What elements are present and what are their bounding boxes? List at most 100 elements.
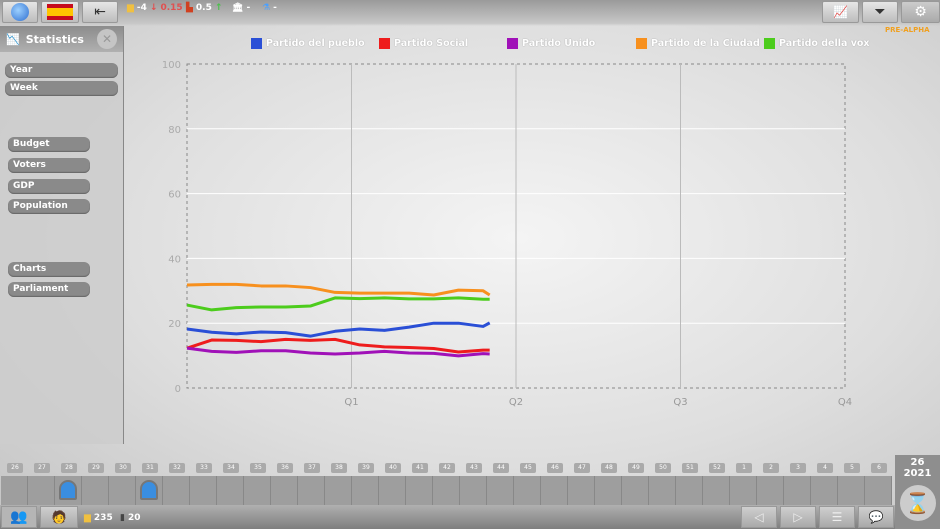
- exit-button[interactable]: ⇤: [82, 1, 118, 23]
- y-tick-label: 60: [168, 190, 181, 201]
- funnel-icon: ⏷: [874, 4, 886, 20]
- week-slot[interactable]: [865, 476, 892, 505]
- current-week: 26: [910, 457, 925, 468]
- arrow-down-icon: ↓: [149, 3, 158, 13]
- legend-item[interactable]: Partido Social: [379, 38, 468, 49]
- statistics-panel: 📉 Statistics ✕ Year Week Budget Voters GDP…: [0, 26, 124, 444]
- week-slot[interactable]: [595, 476, 622, 505]
- legend-item[interactable]: Partido de la Ciudad: [636, 38, 760, 49]
- charts-view-button[interactable]: Charts: [8, 262, 90, 277]
- week-slot[interactable]: [82, 476, 109, 505]
- week-slot[interactable]: [433, 476, 460, 505]
- charts-button[interactable]: 📈: [822, 1, 859, 23]
- y-tick-label: 40: [168, 254, 181, 265]
- industry-resource: ▙ 0.5 ↑: [186, 3, 222, 13]
- legend-swatch: [379, 38, 390, 49]
- factory-icon: ▙: [186, 3, 193, 13]
- week-label: 47: [574, 463, 590, 473]
- population-button[interactable]: Population: [8, 199, 90, 214]
- week-label: 38: [331, 463, 347, 473]
- week-label: 36: [277, 463, 293, 473]
- week-slot[interactable]: [28, 476, 55, 505]
- gdp-button[interactable]: GDP: [8, 179, 90, 194]
- panel-title: Statistics: [25, 32, 84, 46]
- money-count: ▆ 235: [84, 513, 113, 523]
- week-slot[interactable]: [541, 476, 568, 505]
- globe-button[interactable]: [2, 1, 38, 23]
- week-slot[interactable]: [55, 476, 82, 505]
- week-slot[interactable]: [568, 476, 595, 505]
- week-slot[interactable]: [325, 476, 352, 505]
- week-button[interactable]: Week: [5, 81, 118, 96]
- globe-icon: [11, 3, 29, 21]
- week-slot[interactable]: [352, 476, 379, 505]
- budget-button[interactable]: Budget: [8, 137, 90, 152]
- week-label: 26: [7, 463, 23, 473]
- week-label: 28: [61, 463, 77, 473]
- week-slot[interactable]: [190, 476, 217, 505]
- week-label: 45: [520, 463, 536, 473]
- chevron-left-icon: ◁: [754, 510, 764, 524]
- hourglass-button[interactable]: ⌛: [899, 485, 936, 521]
- party-button[interactable]: 👥: [1, 506, 37, 528]
- list-button[interactable]: ☰: [819, 506, 855, 528]
- week-slot[interactable]: [757, 476, 784, 505]
- week-slot[interactable]: [109, 476, 136, 505]
- next-button[interactable]: ▷: [780, 506, 816, 528]
- voters-button[interactable]: Voters: [8, 158, 90, 173]
- week-slot[interactable]: [298, 476, 325, 505]
- close-icon[interactable]: ✕: [97, 29, 117, 49]
- bank-resource: 🏛 -: [232, 3, 250, 13]
- legend-item[interactable]: Partido della vox: [764, 38, 870, 49]
- exit-icon: ⇤: [94, 4, 106, 20]
- week-slot[interactable]: [811, 476, 838, 505]
- bottom-bar: 👥 🧑 ▆ 235 ▮ 20 ◁ ▷ ☰ 💬: [0, 505, 940, 529]
- week-slot[interactable]: [163, 476, 190, 505]
- bank-icon: 🏛: [232, 3, 244, 13]
- week-slot[interactable]: [676, 476, 703, 505]
- week-slot[interactable]: [703, 476, 730, 505]
- legend-swatch: [507, 38, 518, 49]
- chevron-right-icon: ▷: [793, 510, 803, 524]
- filter-button[interactable]: ⏷: [862, 1, 898, 23]
- series-line-partido-social: [186, 337, 490, 354]
- week-slot[interactable]: [649, 476, 676, 505]
- week-slot[interactable]: [622, 476, 649, 505]
- chat-button[interactable]: 💬: [858, 506, 894, 528]
- year-button[interactable]: Year: [5, 63, 118, 78]
- coins-icon: ▆: [84, 513, 91, 523]
- gold-value: -4: [136, 3, 147, 13]
- spain-flag-icon: [47, 4, 73, 20]
- flask-icon: ⚗: [262, 3, 271, 13]
- week-slot[interactable]: [514, 476, 541, 505]
- week-slot[interactable]: [271, 476, 298, 505]
- leader-button[interactable]: 🧑: [40, 506, 78, 528]
- week-label: 4: [817, 463, 833, 473]
- week-slot[interactable]: [136, 476, 163, 505]
- week-slot[interactable]: [487, 476, 514, 505]
- week-slot[interactable]: [784, 476, 811, 505]
- week-slot[interactable]: [406, 476, 433, 505]
- people-icon: 👥: [10, 509, 28, 525]
- prev-button[interactable]: ◁: [741, 506, 777, 528]
- week-slot[interactable]: [379, 476, 406, 505]
- week-slot[interactable]: [244, 476, 271, 505]
- parliament-view-button[interactable]: Parliament: [8, 282, 90, 297]
- week-label: 2: [763, 463, 779, 473]
- staff-icon: ▮: [120, 513, 125, 523]
- week-slot[interactable]: [460, 476, 487, 505]
- week-label: 43: [466, 463, 482, 473]
- country-flag-button[interactable]: [41, 1, 79, 23]
- week-label: 1: [736, 463, 752, 473]
- week-slot[interactable]: [1, 476, 28, 505]
- legend-item[interactable]: Partido del pueblo: [251, 38, 365, 49]
- week-label: 30: [115, 463, 131, 473]
- week-slot[interactable]: [217, 476, 244, 505]
- legend-item[interactable]: Partido Unido: [507, 38, 595, 49]
- series-line-partido-della-vox: [186, 296, 490, 312]
- week-label: 35: [250, 463, 266, 473]
- week-label: 34: [223, 463, 239, 473]
- week-slot[interactable]: [730, 476, 757, 505]
- week-slot[interactable]: [838, 476, 865, 505]
- x-tick-label: Q3: [673, 397, 687, 408]
